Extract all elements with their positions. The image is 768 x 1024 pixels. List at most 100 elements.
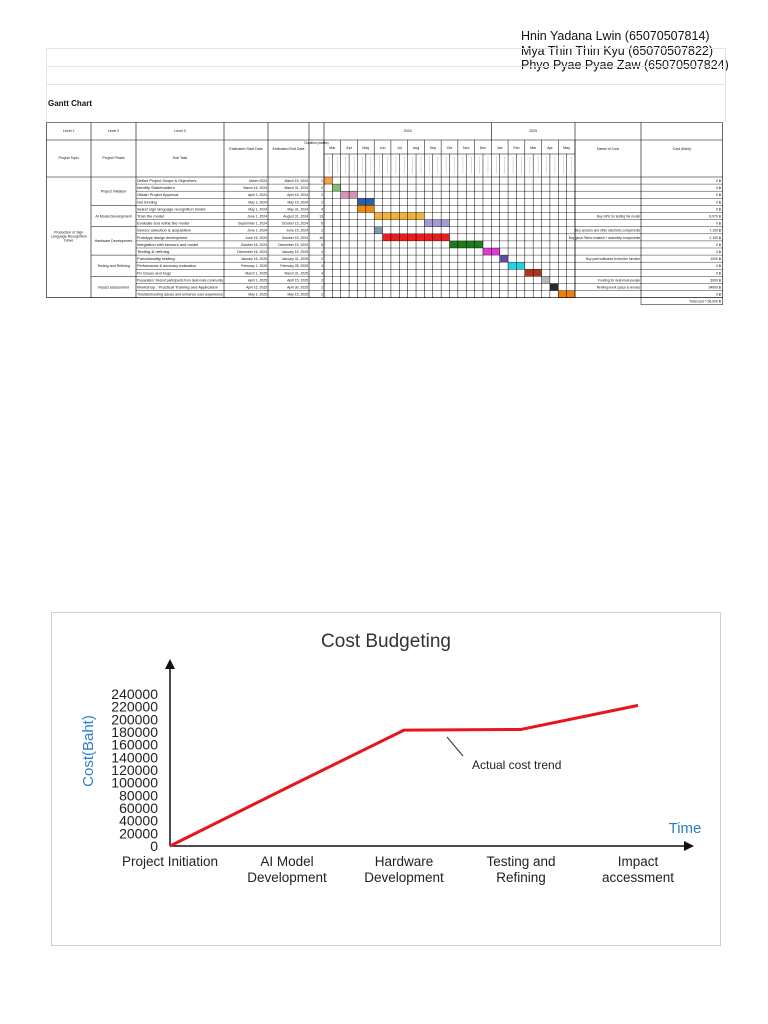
task-start-date: January 16, 2025: [241, 257, 267, 261]
task-start-date: May 1, 2024: [248, 200, 267, 204]
header-project-phase: Project Phase: [102, 156, 124, 160]
task-end-date: June 15, 2024: [287, 229, 309, 233]
cost-trend-line: [169, 703, 639, 848]
task-cost: 0 ฿: [716, 186, 721, 190]
month-label: Oct: [447, 146, 453, 150]
y-tick-label: 180000: [111, 724, 158, 740]
header-duration: Duration (weeks): [304, 141, 328, 145]
task-name: Sensor selection & acquisition: [137, 229, 191, 233]
phase-label: Testing and Refining: [97, 264, 130, 268]
year-label: 2024: [404, 129, 412, 133]
x-tick-label: AI Model Development: [247, 854, 327, 885]
task-duration: 2: [321, 200, 323, 204]
task-cost: 8,970 ฿: [709, 214, 721, 218]
task-end-date: May 15, 2024: [287, 200, 308, 204]
task-end-date: May 31, 2024: [287, 207, 308, 211]
gantt-bar: [424, 219, 450, 227]
task-start-date: March 1, 2025: [245, 271, 267, 275]
task-cost: 34000 ฿: [708, 285, 721, 289]
task-cost: 0 ฿: [716, 293, 721, 297]
task-duration: 6: [321, 222, 323, 226]
cost-name: Buy GPU for testing the model: [597, 214, 640, 218]
task-name: Workshop : Practical Training and Applic…: [137, 285, 218, 289]
gantt-bar: [499, 255, 509, 263]
cost-budget-chart: Cost Budgeting 02000040000600008000010000…: [80, 631, 702, 885]
month-label: Jul: [397, 146, 402, 150]
header-project-topic: Project Topic: [58, 156, 79, 160]
month-label: Mar: [329, 146, 336, 150]
cost-chart-panel: Cost Budgeting 0 20000 40000 60000 80000 10000…: [51, 612, 721, 946]
task-name: Obtain Project Approval: [137, 193, 179, 197]
x-axis-arrow: [684, 841, 694, 851]
task-duration: 4: [321, 271, 323, 275]
task-cost: 0 ฿: [716, 250, 721, 254]
task-start-date: March 2024: [249, 179, 267, 183]
task-end-date: March 31, 2024: [284, 186, 308, 190]
annotation-label: Actual cost trend: [472, 758, 561, 772]
task-duration: 2: [321, 186, 323, 190]
phase-label: Hardware Development: [95, 239, 133, 243]
month-label: Apr: [547, 146, 553, 150]
y-tick-label: 100000: [111, 775, 158, 791]
y-tick-label: 80000: [119, 787, 158, 803]
x-axis-label: Time: [669, 820, 702, 837]
task-duration: 4: [321, 264, 323, 268]
task-cost: 1000 ฿: [710, 257, 721, 261]
task-cost: 0 ฿: [716, 179, 721, 183]
project-topic: Production of Sign Language Recognition Gl…: [51, 230, 87, 242]
task-end-date: May 15, 2025: [287, 293, 308, 297]
task-duration: 13: [319, 214, 323, 218]
task-start-date: October 16, 2024: [241, 243, 267, 247]
month-label: May: [362, 146, 369, 150]
header-level3: Level 3: [174, 129, 186, 133]
y-tick-label: 200000: [111, 711, 158, 727]
task-name: Troubleshooting issues and enhance user …: [137, 293, 223, 297]
task-start-date: April 1, 2024: [248, 193, 267, 197]
header-cost: Cost (Baht): [673, 147, 691, 151]
task-start-date: June 16, 2024: [246, 236, 268, 240]
month-label: May: [563, 146, 570, 150]
total-cost: Total cost = 56,000 ฿: [689, 300, 721, 304]
gantt-bar: [332, 184, 341, 192]
task-cost: 0 ฿: [716, 193, 721, 197]
gantt-bar: [374, 226, 383, 234]
task-duration: 2: [321, 278, 323, 282]
gantt-bar: [324, 177, 333, 185]
author-list: Hnin Yadana Lwin (65070507814) Mya Thin …: [521, 29, 729, 73]
task-duration: 2: [321, 293, 323, 297]
task-name: Get funding: [137, 200, 157, 204]
task-cost: 0 ฿: [716, 243, 721, 247]
phase-label: AI Model Development: [95, 214, 131, 218]
task-duration: 16: [319, 236, 323, 240]
task-name: Define Project Scope & Objectives: [137, 179, 197, 183]
task-name: Evaluate and refine the model: [137, 222, 189, 226]
month-label: Nov: [463, 146, 470, 150]
task-name: Functionality testing: [137, 257, 175, 261]
task-end-date: February 28, 2025: [280, 264, 308, 268]
header-level1: Level 1: [63, 129, 75, 133]
gantt-title: Gantt Chart: [48, 99, 92, 108]
month-label: Feb: [513, 146, 519, 150]
task-end-date: April 15, 2025: [287, 278, 308, 282]
y-tick-label: 240000: [111, 686, 158, 702]
task-duration: 8: [321, 243, 323, 247]
task-cost: 0 ฿: [716, 264, 721, 268]
chart-title: Cost Budgeting: [321, 631, 451, 652]
author-name: Phyo Pyae Pyae Zaw (65070507824): [521, 58, 729, 72]
month-label: Mar: [530, 146, 537, 150]
annotation-pointer: [446, 736, 464, 757]
task-end-date: January 15, 2025: [282, 250, 308, 254]
task-end-date: October 15, 2024: [282, 222, 308, 226]
task-name: Testing & refining: [137, 250, 170, 254]
cost-name: Buy sensors and other electronic compone…: [575, 229, 640, 233]
x-tick-label: Testing and Refining: [486, 854, 555, 885]
task-end-date: March 15, 2024: [284, 179, 308, 183]
task-end-date: August 31, 2024: [283, 214, 308, 218]
task-start-date: March 16, 2024: [243, 186, 267, 190]
month-label: Aug: [413, 146, 419, 150]
header-sub-task: Sub Task: [173, 156, 188, 160]
task-start-date: April 16, 2025: [246, 285, 267, 289]
phase-label: Impact assessment: [98, 285, 129, 289]
gantt-bar: [541, 276, 550, 284]
x-tick-label: Hardware Development: [364, 854, 444, 885]
